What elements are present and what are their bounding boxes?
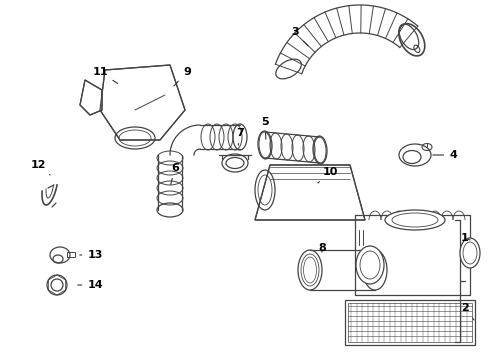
Ellipse shape bbox=[356, 246, 384, 284]
Text: 7: 7 bbox=[236, 128, 244, 145]
Text: 2: 2 bbox=[461, 303, 474, 320]
Bar bbox=[67, 252, 75, 257]
Polygon shape bbox=[80, 80, 102, 115]
Text: 5: 5 bbox=[261, 117, 269, 139]
Text: 14: 14 bbox=[78, 280, 103, 290]
Text: 11: 11 bbox=[92, 67, 118, 84]
Text: 3: 3 bbox=[291, 27, 308, 46]
Text: 4: 4 bbox=[433, 150, 457, 160]
Ellipse shape bbox=[460, 238, 480, 268]
Text: 12: 12 bbox=[30, 160, 50, 175]
Text: 10: 10 bbox=[318, 167, 338, 183]
Ellipse shape bbox=[385, 210, 445, 230]
Polygon shape bbox=[255, 165, 365, 220]
Text: 13: 13 bbox=[80, 250, 103, 260]
Bar bbox=[348, 303, 472, 342]
Text: 6: 6 bbox=[171, 163, 179, 184]
Polygon shape bbox=[100, 65, 185, 140]
Text: 1: 1 bbox=[461, 233, 470, 243]
Text: 9: 9 bbox=[174, 67, 191, 86]
Bar bbox=[345, 300, 475, 345]
Text: 8: 8 bbox=[318, 243, 326, 253]
